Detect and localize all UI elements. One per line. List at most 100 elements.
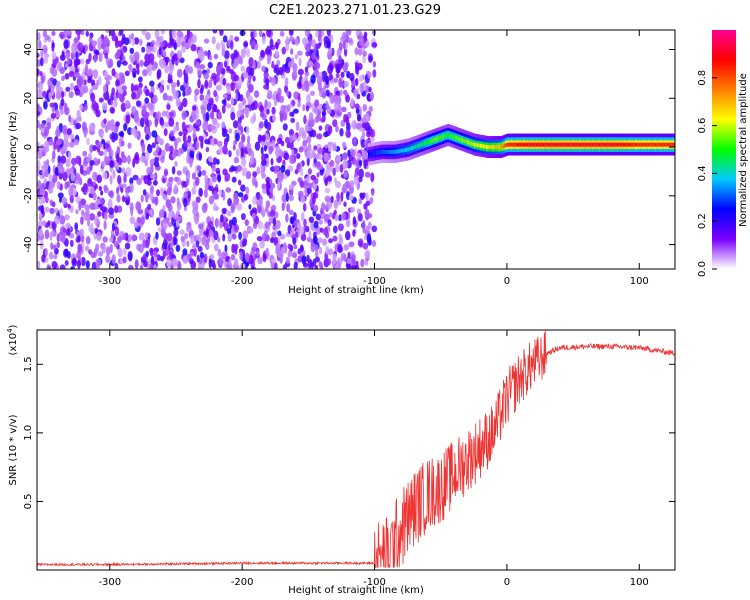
heatmap-speckle xyxy=(311,129,317,138)
heatmap-speckle xyxy=(144,232,149,239)
signal-cell xyxy=(538,142,541,147)
signal-cell xyxy=(391,150,394,154)
heatmap-speckle xyxy=(50,112,57,119)
heatmap-speckle xyxy=(209,254,215,260)
signal-cell xyxy=(512,142,515,147)
heatmap-speckle xyxy=(121,36,125,45)
heatmap-speckle xyxy=(139,38,143,46)
heatmap-speckle xyxy=(279,30,285,37)
heatmap-speckle xyxy=(369,196,374,205)
signal-cell xyxy=(390,150,393,154)
heatmap-speckle xyxy=(174,176,179,182)
signal-cell xyxy=(426,140,429,145)
heatmap-speckle xyxy=(292,237,297,245)
heatmap-speckle xyxy=(89,202,95,210)
heatmap-speckle xyxy=(351,264,358,269)
heatmap-speckle xyxy=(122,233,127,241)
heatmap-speckle xyxy=(292,252,297,258)
heatmap-speckle xyxy=(114,205,119,214)
heatmap-speckle xyxy=(293,244,298,250)
signal-cell xyxy=(466,140,469,144)
heatmap-speckle xyxy=(337,243,343,254)
heatmap-speckle xyxy=(346,257,352,265)
heatmap-speckle xyxy=(236,165,243,172)
heatmap-speckle xyxy=(261,153,266,163)
heatmap-speckle xyxy=(269,209,276,217)
heatmap-speckle xyxy=(49,84,56,90)
heatmap-speckle xyxy=(168,211,173,221)
heatmap-speckle xyxy=(323,152,329,162)
colorbar-label: Normalized spectral amplitude xyxy=(738,73,749,227)
heatmap-speckle xyxy=(293,108,299,114)
heatmap-speckle xyxy=(305,150,310,159)
signal-cell xyxy=(537,142,540,147)
heatmap-speckle xyxy=(101,160,106,168)
signal-cell xyxy=(387,150,389,154)
signal-cell xyxy=(585,142,588,147)
heatmap-speckle xyxy=(183,191,188,200)
heatmap-speckle xyxy=(89,186,94,195)
colorbar-tick-label: 0.4 xyxy=(697,165,708,181)
heatmap-speckle xyxy=(71,258,78,267)
heatmap-speckle xyxy=(147,143,151,151)
heatmap-speckle xyxy=(41,75,45,84)
heatmap-speckle xyxy=(312,194,316,205)
heatmap-speckle xyxy=(265,78,270,86)
heatmap-speckle xyxy=(113,100,118,108)
heatmap-speckle xyxy=(265,133,270,141)
heatmap-speckle xyxy=(37,110,40,116)
heatmap-speckle xyxy=(360,193,365,201)
heatmap-speckle xyxy=(145,89,150,97)
heatmap-speckle xyxy=(275,219,281,230)
heatmap-speckle xyxy=(186,225,192,233)
heatmap-speckle xyxy=(319,227,324,233)
heatmap-speckle xyxy=(56,126,60,132)
signal-cell xyxy=(514,142,517,147)
heatmap-speckle xyxy=(81,209,85,216)
heatmap-speckle xyxy=(270,204,277,211)
signal-cell xyxy=(422,142,425,146)
heatmap-speckle xyxy=(241,133,246,143)
heatmap-speckle xyxy=(230,204,235,214)
signal-cell xyxy=(566,142,569,147)
bottom-x-tick-label: -100 xyxy=(363,577,386,588)
heatmap-speckle xyxy=(332,119,338,127)
heatmap-speckle xyxy=(287,243,292,250)
heatmap-speckle xyxy=(64,73,70,80)
heatmap-speckle xyxy=(107,98,112,106)
heatmap-speckle xyxy=(303,218,307,228)
signal-cell xyxy=(420,142,423,147)
heatmap-speckle xyxy=(131,91,136,100)
signal-cell xyxy=(463,138,466,143)
heatmap-speckle xyxy=(48,173,53,182)
heatmap-speckle xyxy=(136,177,142,186)
heatmap-speckle xyxy=(169,66,173,76)
heatmap-speckle xyxy=(61,50,65,58)
signal-cell xyxy=(472,142,475,147)
heatmap-speckle xyxy=(189,150,195,158)
heatmap-speckle xyxy=(43,162,49,172)
heatmap-speckle xyxy=(122,256,127,264)
heatmap-speckle xyxy=(282,264,287,269)
heatmap-speckle xyxy=(170,81,177,88)
heatmap-speckle xyxy=(151,63,157,71)
heatmap-speckle xyxy=(222,78,227,86)
heatmap-speckle xyxy=(97,251,104,257)
heatmap-speckle xyxy=(64,260,69,266)
heatmap-speckle xyxy=(152,180,158,186)
heatmap-speckle xyxy=(335,263,340,269)
heatmap-speckle xyxy=(214,217,219,228)
signal-cell xyxy=(671,142,674,147)
heatmap-speckle xyxy=(282,123,288,131)
heatmap-speckle xyxy=(102,236,108,243)
heatmap-speckle xyxy=(66,251,71,259)
top-y-axis: -40 -20 0 20 40 xyxy=(23,43,675,253)
heatmap-speckle xyxy=(342,160,347,170)
heatmap-speckle xyxy=(132,72,137,79)
signal-cell xyxy=(423,141,426,146)
heatmap-speckle xyxy=(51,51,57,60)
heatmap-speckle xyxy=(140,175,145,181)
heatmap-speckle xyxy=(58,196,63,203)
heatmap-speckle xyxy=(66,30,72,37)
heatmap-speckle xyxy=(217,236,221,243)
